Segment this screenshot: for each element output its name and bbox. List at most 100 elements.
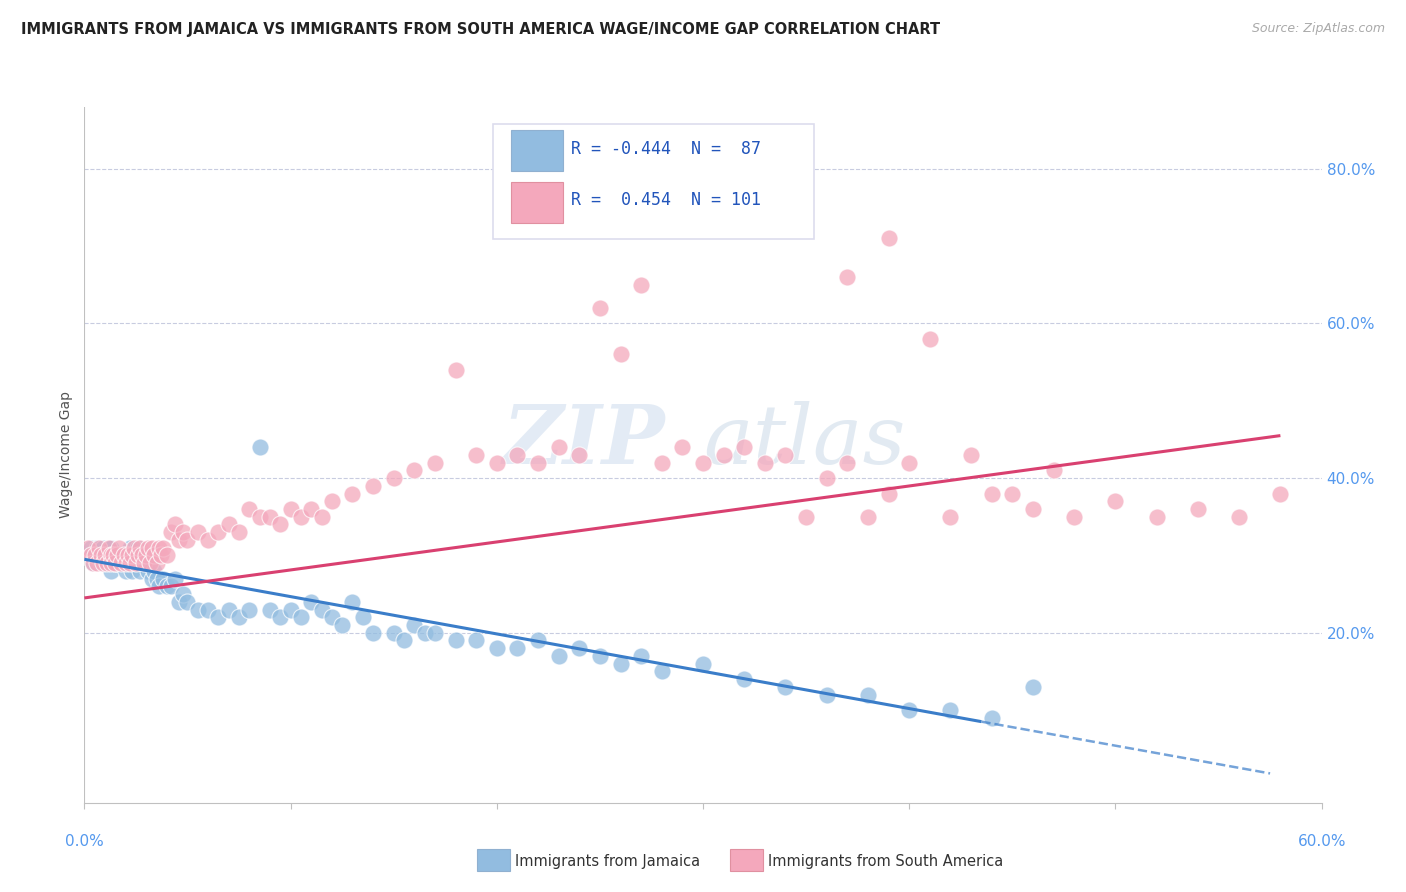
FancyBboxPatch shape — [512, 130, 564, 171]
Point — [207, 610, 229, 624]
Point — [118, 556, 141, 570]
Point — [651, 665, 673, 679]
Point — [877, 486, 900, 500]
Point — [290, 610, 312, 624]
Point — [145, 556, 167, 570]
Point — [110, 556, 132, 570]
Point — [330, 618, 353, 632]
Point — [176, 595, 198, 609]
Point — [444, 363, 467, 377]
Text: R =  0.454  N = 101: R = 0.454 N = 101 — [571, 191, 761, 209]
Point — [465, 448, 488, 462]
Point — [91, 556, 114, 570]
Point — [117, 549, 139, 563]
Point — [90, 549, 112, 563]
Point — [960, 448, 983, 462]
Point — [149, 549, 172, 563]
Point — [131, 549, 153, 563]
Point — [1063, 509, 1085, 524]
Point — [228, 525, 250, 540]
Point — [134, 556, 156, 570]
Point — [98, 541, 121, 555]
Point — [651, 456, 673, 470]
Point — [280, 502, 302, 516]
Point — [96, 556, 118, 570]
Point — [167, 533, 190, 547]
Point — [485, 456, 508, 470]
Point — [280, 602, 302, 616]
Point — [110, 556, 132, 570]
Point — [361, 479, 384, 493]
Point — [87, 541, 110, 555]
Point — [918, 332, 941, 346]
Point — [321, 610, 343, 624]
Point — [112, 556, 135, 570]
Point — [568, 448, 591, 462]
Point — [352, 610, 374, 624]
Point — [79, 549, 101, 563]
Point — [754, 456, 776, 470]
Point — [139, 556, 162, 570]
Point — [404, 618, 426, 632]
Point — [156, 549, 179, 563]
Point — [311, 509, 333, 524]
Point — [127, 549, 149, 563]
Point — [117, 549, 139, 563]
Point — [713, 448, 735, 462]
Point — [129, 541, 152, 555]
Point — [110, 549, 132, 563]
Point — [207, 525, 229, 540]
Point — [1146, 509, 1168, 524]
Point — [114, 556, 136, 570]
Point — [465, 633, 488, 648]
Text: IMMIGRANTS FROM JAMAICA VS IMMIGRANTS FROM SOUTH AMERICA WAGE/INCOME GAP CORRELA: IMMIGRANTS FROM JAMAICA VS IMMIGRANTS FR… — [21, 22, 941, 37]
Point — [197, 533, 219, 547]
Point — [1270, 486, 1292, 500]
Point — [259, 602, 281, 616]
Point — [136, 564, 159, 578]
Point — [609, 347, 631, 361]
Point — [361, 625, 384, 640]
Point — [249, 440, 271, 454]
Point — [856, 688, 879, 702]
Point — [939, 703, 962, 717]
Point — [121, 564, 143, 578]
Point — [103, 549, 125, 563]
Text: atlas: atlas — [703, 401, 905, 481]
Text: Immigrants from Jamaica: Immigrants from Jamaica — [515, 854, 700, 869]
Point — [228, 610, 250, 624]
Point — [100, 564, 122, 578]
Point — [1022, 680, 1045, 694]
Point — [197, 602, 219, 616]
Point — [238, 602, 260, 616]
Text: Source: ZipAtlas.com: Source: ZipAtlas.com — [1251, 22, 1385, 36]
Point — [108, 549, 131, 563]
Point — [135, 556, 157, 570]
Point — [141, 572, 163, 586]
Point — [165, 572, 187, 586]
Point — [589, 648, 612, 663]
Point — [815, 471, 838, 485]
Point — [238, 502, 260, 516]
Point — [114, 564, 136, 578]
Point — [143, 564, 166, 578]
Point — [118, 541, 141, 555]
Point — [100, 549, 122, 563]
Point — [129, 564, 152, 578]
Point — [172, 587, 194, 601]
Point — [506, 448, 529, 462]
Text: 60.0%: 60.0% — [1298, 834, 1346, 849]
Point — [775, 448, 797, 462]
Point — [299, 502, 322, 516]
Point — [342, 595, 364, 609]
Point — [527, 456, 550, 470]
Point — [103, 549, 125, 563]
Point — [877, 231, 900, 245]
Point — [112, 549, 135, 563]
Point — [96, 556, 118, 570]
Point — [815, 688, 838, 702]
Point — [692, 456, 714, 470]
Point — [980, 486, 1002, 500]
Point — [105, 549, 128, 563]
Text: ZIP: ZIP — [503, 401, 666, 481]
